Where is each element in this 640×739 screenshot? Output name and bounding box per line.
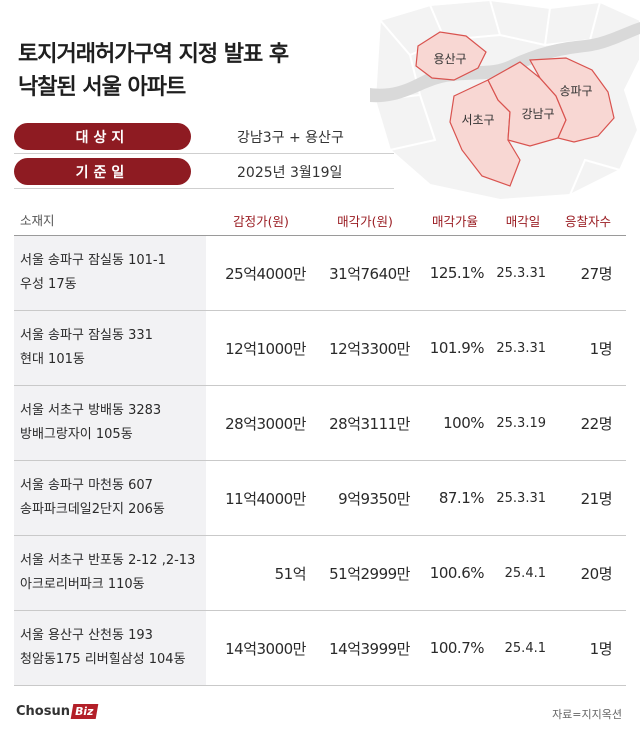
- address-line-2: 현대 101동: [20, 352, 85, 367]
- table-row: 서울 송파구 잠실동 331 현대 101동 12억1000만 12억3300만…: [14, 311, 626, 386]
- header-location: 소재지: [20, 212, 55, 228]
- bidders-cell: 1명: [589, 339, 613, 358]
- map-label-yongsan: 용산구: [433, 52, 466, 66]
- table-row: 서울 서초구 방배동 3283 방배그랑자이 105동 28억3000만 28억…: [14, 386, 626, 461]
- address-line-1: 서울 용산구 산천동 193: [20, 628, 153, 643]
- date-value: 2025년 3월19일: [237, 164, 343, 181]
- auction-table: 소재지 감정가(원) 매각가(원) 매각가율 매각일 응찰자수 서울 송파구 잠…: [14, 206, 626, 686]
- address-line-1: 서울 서초구 반포동 2-12 ,2-13: [20, 553, 196, 568]
- address-line-2: 송파파크데일2단지 206동: [20, 502, 165, 517]
- header-sale-rate: 매각가율: [431, 214, 478, 229]
- title-line-1: 토지거래허가구역 지정 발표 후: [18, 42, 289, 67]
- sale-rate-cell: 101.9%: [429, 339, 485, 357]
- sale-price-cell: 9억9350만: [338, 489, 410, 508]
- logo-badge: Biz: [70, 704, 98, 719]
- appraisal-cell: 51억: [274, 564, 307, 583]
- appraisal-cell: 25억4000만: [225, 264, 306, 283]
- sale-rate-cell: 100.7%: [429, 639, 485, 657]
- address-line-1: 서울 송파구 잠실동 101-1: [20, 253, 166, 268]
- date-row: 기준일 2025년 3월19일: [14, 155, 394, 189]
- date-label: 기준일: [14, 158, 191, 185]
- target-value: 강남3구 + 용산구: [237, 129, 344, 146]
- location-cell: 서울 송파구 잠실동 331 현대 101동: [14, 311, 206, 385]
- address-line-2: 아크로리버파크 110동: [20, 577, 145, 592]
- header-bidders: 응찰자수: [564, 214, 611, 229]
- sale-date-cell: 25.3.31: [496, 490, 546, 506]
- chosunbiz-logo: Chosun Biz: [16, 704, 98, 719]
- info-panel: 대상지 강남3구 + 용산구 기준일 2025년 3월19일: [14, 120, 394, 189]
- sale-price-cell: 31억7640만: [329, 264, 410, 283]
- appraisal-cell: 28억3000만: [225, 414, 306, 433]
- sale-price-cell: 51억2999만: [329, 564, 410, 583]
- address-line-1: 서울 서초구 방배동 3283: [20, 403, 162, 418]
- location-cell: 서울 용산구 산천동 193 청암동175 리버힐삼성 104동: [14, 611, 206, 685]
- appraisal-cell: 11억4000만: [225, 489, 306, 508]
- sale-rate-cell: 100.6%: [429, 564, 485, 582]
- sale-price-cell: 28억3111만: [329, 414, 410, 433]
- bidders-cell: 21명: [580, 489, 613, 508]
- bidders-cell: 22명: [580, 414, 613, 433]
- address-line-2: 우성 17동: [20, 277, 77, 292]
- map-label-seocho: 서초구: [461, 113, 494, 127]
- header-appraisal: 감정가(원): [233, 214, 289, 229]
- district-songpa: [529, 57, 615, 143]
- district-yongsan: [415, 31, 487, 81]
- title-line-2: 낙찰된 서울 아파트: [18, 75, 186, 100]
- logo-text: Chosun: [16, 704, 70, 719]
- table-row: 서울 송파구 잠실동 101-1 우성 17동 25억4000만 31억7640…: [14, 236, 626, 311]
- location-cell: 서울 서초구 방배동 3283 방배그랑자이 105동: [14, 386, 206, 460]
- river-shape: [370, 22, 640, 103]
- map-label-songpa: 송파구: [559, 84, 592, 98]
- sale-date-cell: 25.3.19: [496, 415, 546, 431]
- location-cell: 서울 서초구 반포동 2-12 ,2-13 아크로리버파크 110동: [14, 536, 206, 610]
- sale-rate-cell: 87.1%: [438, 489, 485, 507]
- address-line-2: 청암동175 리버힐삼성 104동: [20, 652, 186, 667]
- sale-rate-cell: 125.1%: [429, 264, 485, 282]
- source-note: 자료=지지옥션: [552, 708, 622, 721]
- address-line-1: 서울 송파구 잠실동 331: [20, 328, 153, 343]
- address-line-2: 방배그랑자이 105동: [20, 427, 133, 442]
- sale-date-cell: 25.4.1: [504, 640, 546, 656]
- table-row: 서울 송파구 마천동 607 송파파크데일2단지 206동 11억4000만 9…: [14, 461, 626, 536]
- seoul-district-map: 용산구 서초구 강남구 송파구: [370, 0, 640, 200]
- map-label-gangnam: 강남구: [521, 107, 554, 121]
- table-row: 서울 서초구 반포동 2-12 ,2-13 아크로리버파크 110동 51억 5…: [14, 536, 626, 611]
- bidders-cell: 1명: [589, 639, 613, 658]
- target-row: 대상지 강남3구 + 용산구: [14, 120, 394, 154]
- sale-price-cell: 12억3300만: [329, 339, 410, 358]
- location-cell: 서울 송파구 잠실동 101-1 우성 17동: [14, 236, 206, 310]
- sale-date-cell: 25.3.31: [496, 340, 546, 356]
- sale-rate-cell: 100%: [443, 414, 484, 432]
- sale-date-cell: 25.3.31: [496, 265, 546, 281]
- page-title: 토지거래허가구역 지정 발표 후 낙찰된 서울 아파트: [18, 38, 289, 104]
- sale-date-cell: 25.4.1: [504, 565, 546, 581]
- bidders-cell: 27명: [580, 264, 613, 283]
- location-cell: 서울 송파구 마천동 607 송파파크데일2단지 206동: [14, 461, 206, 535]
- table-row: 서울 용산구 산천동 193 청암동175 리버힐삼성 104동 14억3000…: [14, 611, 626, 686]
- header-sale-date: 매각일: [505, 214, 541, 229]
- bidders-cell: 20명: [580, 564, 613, 583]
- target-label: 대상지: [14, 123, 191, 150]
- header-sale-price: 매각가(원): [337, 214, 393, 229]
- appraisal-cell: 14억3000만: [225, 639, 306, 658]
- sale-price-cell: 14억3999만: [329, 639, 410, 658]
- table-header: 소재지 감정가(원) 매각가(원) 매각가율 매각일 응찰자수: [14, 206, 626, 236]
- address-line-1: 서울 송파구 마천동 607: [20, 478, 153, 493]
- appraisal-cell: 12억1000만: [225, 339, 306, 358]
